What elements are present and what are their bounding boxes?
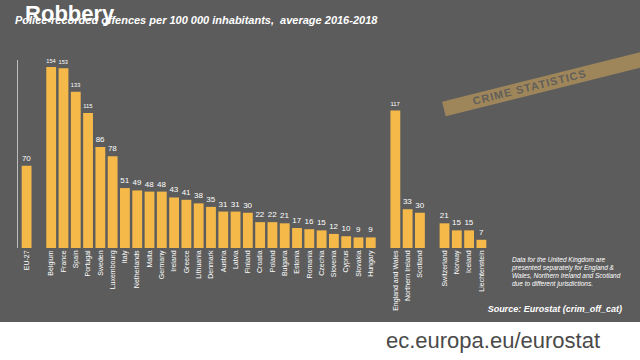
svg-text:Belgium: Belgium [47, 250, 55, 275]
svg-text:30: 30 [415, 201, 424, 210]
svg-text:Cyprus: Cyprus [342, 250, 350, 273]
svg-text:48: 48 [157, 180, 166, 189]
html-text:Source: Eurostat (crim_off_cat: Source: Eurostat (crim_off_cat) [487, 304, 622, 314]
svg-text:Portugal: Portugal [84, 250, 92, 277]
svg-text:Bulgaria: Bulgaria [281, 250, 289, 276]
svg-text:15: 15 [317, 218, 326, 227]
svg-text:Scotland: Scotland [416, 250, 423, 277]
html-text:ec.europa.eu/eurostat: ec.europa.eu/eurostat [386, 328, 600, 353]
svg-text:Slovakia: Slovakia [355, 250, 362, 277]
svg-text:Iceland: Iceland [465, 250, 472, 273]
svg-text:Hungary: Hungary [367, 250, 375, 277]
svg-text:117: 117 [390, 101, 399, 107]
svg-text:Austria: Austria [220, 250, 227, 272]
svg-text:Poland: Poland [269, 250, 276, 272]
svg-text:15: 15 [452, 218, 461, 227]
svg-text:Slovenia: Slovenia [330, 250, 337, 277]
svg-text:Romania: Romania [306, 250, 313, 278]
svg-text:12: 12 [329, 222, 338, 231]
svg-text:35: 35 [206, 195, 215, 204]
svg-text:153: 153 [59, 59, 68, 65]
svg-text:Finland: Finland [244, 250, 251, 273]
svg-text:10: 10 [341, 224, 350, 233]
svg-text:9: 9 [356, 225, 361, 234]
svg-text:21: 21 [280, 211, 289, 220]
svg-text:33: 33 [403, 197, 412, 206]
svg-text:Ireland: Ireland [170, 250, 177, 272]
html-text:CRIME STATISTICS: CRIME STATISTICS [471, 67, 588, 107]
svg-text:Denmark: Denmark [207, 250, 214, 279]
svg-text:EU-27: EU-27 [23, 250, 30, 270]
svg-text:133: 133 [71, 82, 80, 88]
svg-text:Latvia: Latvia [232, 250, 239, 269]
svg-text:Malta: Malta [146, 250, 153, 267]
svg-text:Sweden: Sweden [97, 250, 104, 275]
svg-text:31: 31 [219, 200, 228, 209]
svg-text:Luxembourg: Luxembourg [109, 250, 117, 289]
svg-text:86: 86 [96, 135, 105, 144]
svg-text:Liechtenstein: Liechtenstein [478, 250, 485, 291]
svg-text:17: 17 [292, 216, 301, 225]
svg-text:15: 15 [464, 218, 473, 227]
svg-text:43: 43 [169, 185, 178, 194]
svg-text:22: 22 [268, 210, 277, 219]
svg-text:France: France [60, 250, 67, 272]
svg-text:48: 48 [145, 180, 154, 189]
svg-text:154: 154 [46, 58, 55, 64]
svg-text:Northern Ireland: Northern Ireland [404, 250, 411, 301]
svg-text:78: 78 [108, 144, 117, 153]
svg-text:38: 38 [194, 191, 203, 200]
svg-text:Switzerland: Switzerland [441, 250, 448, 286]
svg-text:7: 7 [479, 228, 484, 237]
svg-text:30: 30 [243, 201, 252, 210]
svg-text:9: 9 [368, 225, 373, 234]
svg-text:Croatia: Croatia [256, 250, 263, 273]
svg-text:22: 22 [255, 210, 264, 219]
svg-text:Germany: Germany [158, 250, 166, 279]
svg-text:Greece: Greece [183, 250, 190, 273]
svg-text:Spain: Spain [72, 250, 80, 268]
svg-text:31: 31 [231, 200, 240, 209]
svg-text:Lithuania: Lithuania [195, 250, 202, 279]
svg-text:Estonia: Estonia [293, 250, 300, 273]
svg-text:16: 16 [305, 217, 314, 226]
svg-text:51: 51 [120, 176, 129, 185]
svg-text:Netherlands: Netherlands [134, 250, 141, 288]
svg-text:Czechia: Czechia [318, 250, 325, 275]
svg-text:41: 41 [182, 188, 191, 197]
svg-text:England and Wales: England and Wales [392, 250, 400, 311]
svg-text:Police-recorded offences per 1: Police-recorded offences per 100 000 inh… [15, 14, 378, 26]
svg-text:Italy: Italy [121, 250, 129, 263]
svg-text:Robbery: Robbery [25, 1, 115, 26]
svg-text:70: 70 [22, 154, 31, 163]
svg-text:21: 21 [440, 211, 449, 220]
svg-text:115: 115 [83, 103, 93, 109]
svg-text:Norway: Norway [453, 250, 461, 274]
svg-text:49: 49 [133, 178, 142, 187]
html-text:Data for the United Kingdom ar: Data for the United Kingdom are presente… [512, 256, 621, 287]
